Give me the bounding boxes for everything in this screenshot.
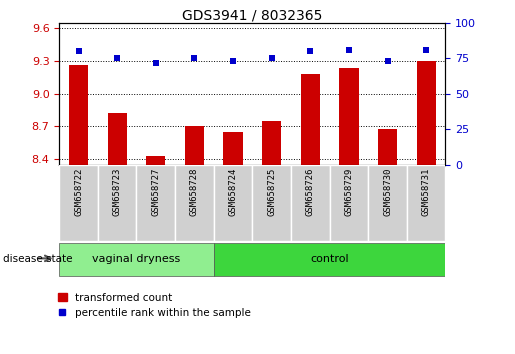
Text: GSM658724: GSM658724 (229, 168, 237, 216)
Point (345, 47, 353, 53)
Bar (368, 165, 407, 241)
Text: control: control (310, 253, 349, 264)
Bar (291, 165, 330, 241)
Text: GSM658730: GSM658730 (383, 168, 392, 216)
Text: GSM658723: GSM658723 (113, 168, 122, 216)
Bar (330, 165, 368, 241)
Point (229, 58, 237, 64)
Legend: transformed count, percentile rank within the sample: transformed count, percentile rank withi… (54, 289, 255, 322)
Text: vaginal dryness: vaginal dryness (92, 253, 181, 264)
Bar (69, 65, 88, 165)
Point (422, 47, 431, 53)
Bar (252, 165, 291, 241)
Text: GSM658725: GSM658725 (267, 168, 276, 216)
Bar (214, 165, 252, 241)
Bar (214, 242, 445, 276)
Point (268, 56, 276, 61)
Bar (407, 165, 445, 241)
Text: GSM658731: GSM658731 (422, 168, 431, 216)
Text: GDS3941 / 8032365: GDS3941 / 8032365 (182, 9, 322, 23)
Text: GSM658729: GSM658729 (345, 168, 353, 216)
Bar (175, 165, 214, 241)
Point (383, 58, 392, 64)
Bar (224, 132, 243, 165)
Bar (301, 74, 320, 165)
Point (306, 48, 314, 54)
Bar (146, 156, 165, 165)
Text: GSM658728: GSM658728 (190, 168, 199, 216)
Bar (262, 121, 281, 165)
Text: GSM658726: GSM658726 (306, 168, 315, 216)
Point (113, 56, 122, 61)
Bar (59, 165, 98, 241)
Bar (378, 129, 397, 165)
Bar (136, 165, 175, 241)
Text: disease state: disease state (3, 253, 72, 264)
Text: GSM658727: GSM658727 (151, 168, 160, 216)
Text: GSM658722: GSM658722 (74, 168, 83, 216)
Bar (108, 113, 127, 165)
Point (74, 48, 82, 54)
Bar (98, 165, 136, 241)
Point (190, 56, 198, 61)
Bar (417, 61, 436, 165)
Bar (339, 68, 358, 165)
Bar (59, 242, 214, 276)
Bar (185, 126, 204, 165)
Point (151, 60, 160, 65)
